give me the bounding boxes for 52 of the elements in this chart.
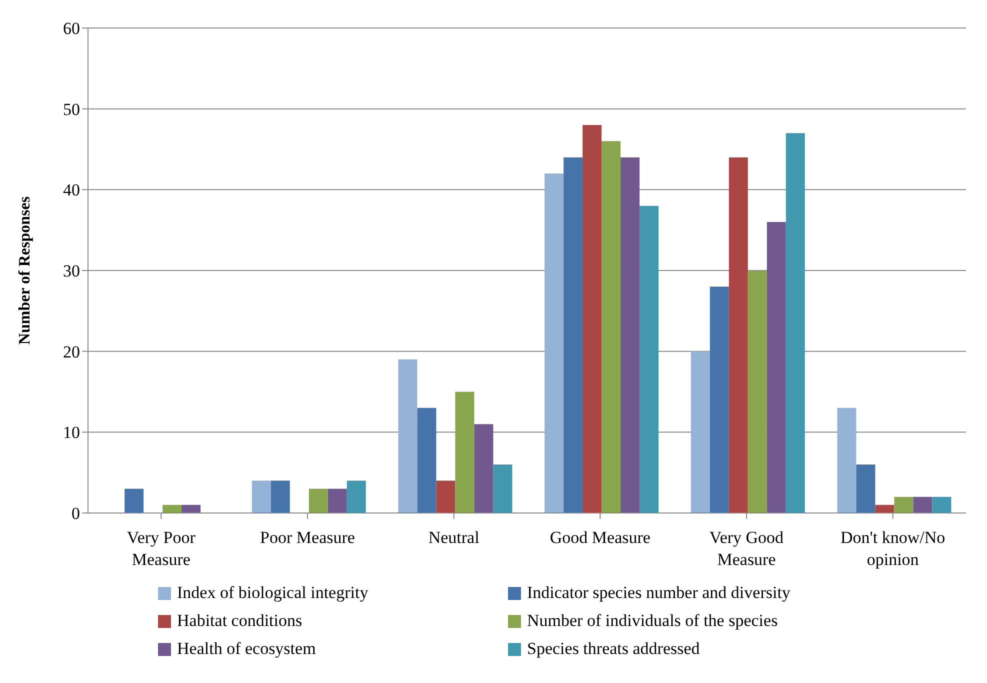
y-tick-label: 20 [63, 342, 80, 362]
y-axis-title: Number of Responses [16, 196, 34, 345]
bar [640, 206, 659, 513]
bar [620, 157, 640, 513]
y-tick-label: 40 [63, 180, 80, 200]
y-tick-label: 10 [63, 423, 80, 442]
bar [748, 270, 767, 513]
bar [328, 488, 347, 513]
bar [252, 480, 271, 513]
x-tick-label: Very Good Measure [709, 528, 784, 569]
legend-label: Species threats addressed [527, 639, 700, 659]
bar [564, 157, 583, 513]
bar [856, 464, 876, 513]
legend-label: Index of biological integrity [177, 583, 368, 603]
bar [455, 392, 474, 513]
bar [544, 174, 564, 513]
x-tick-label: Neutral [428, 528, 480, 547]
legend-label: Number of individuals of the species [527, 611, 778, 631]
bar [162, 504, 182, 513]
bar [346, 480, 366, 513]
bar [728, 157, 748, 513]
x-tick-label: Good Measure [550, 528, 650, 547]
y-tick-label: 50 [63, 100, 80, 119]
bar [602, 141, 621, 513]
bar [417, 408, 436, 513]
x-tick-label: Poor Measure [260, 528, 355, 547]
bar [875, 504, 894, 513]
bar [690, 351, 710, 513]
legend-label: Indicator species number and diversity [527, 583, 790, 603]
bar [710, 286, 729, 513]
bar [582, 125, 602, 513]
bar [124, 488, 144, 513]
bar [837, 408, 856, 513]
bar [436, 480, 456, 513]
bar [913, 496, 932, 513]
bar [474, 424, 494, 513]
bar [493, 464, 512, 513]
x-tick-label: Very Poor Measure [126, 528, 196, 569]
bar [398, 359, 418, 513]
bar [932, 496, 952, 513]
y-tick-label: 30 [63, 262, 80, 281]
bar [786, 133, 805, 513]
bar [766, 222, 786, 513]
legend-label: Health of ecosystem [177, 639, 316, 659]
bar [894, 496, 914, 513]
bar [182, 504, 201, 513]
bar [308, 488, 328, 513]
legend-label: Habitat conditions [177, 611, 302, 631]
y-tick-label: 0 [72, 504, 80, 524]
bar [270, 480, 290, 513]
y-tick-label: 60 [63, 19, 80, 38]
x-tick-label: Don't know/No opinion [840, 528, 946, 569]
